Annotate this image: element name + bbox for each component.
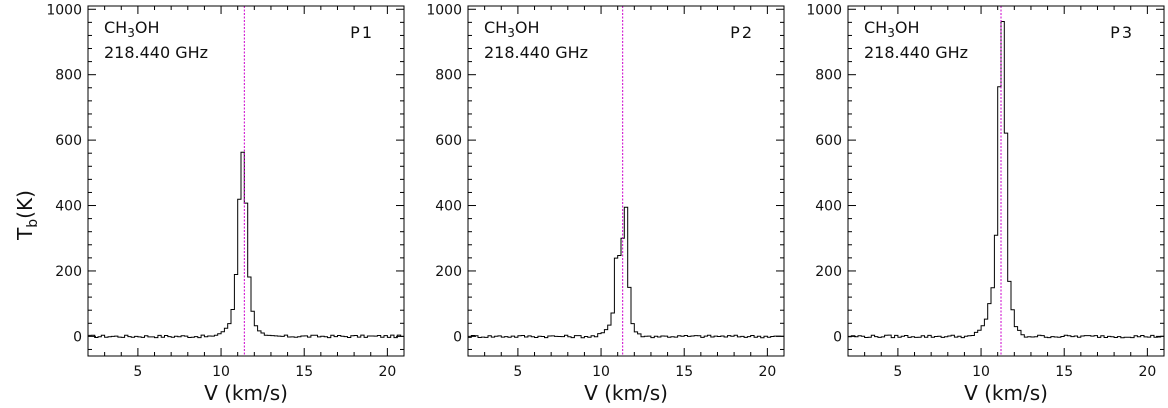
y-tick-label: 0 (833, 329, 842, 345)
y-tick-label: 200 (815, 264, 842, 280)
x-tick-label: 5 (513, 364, 522, 380)
x-tick-label: 10 (592, 364, 610, 380)
frequency-label: 218.440 GHz (864, 43, 968, 62)
x-tick-label: 5 (133, 364, 142, 380)
panel-label: P2 (730, 23, 754, 42)
x-tick-label: 15 (675, 364, 693, 380)
panel-label: P3 (1110, 23, 1134, 42)
x-tick-label: 20 (1138, 364, 1156, 380)
y-tick-label: 600 (55, 133, 82, 149)
x-tick-label: 20 (378, 364, 396, 380)
y-tick-label: 1000 (806, 2, 842, 18)
x-axis-label: V (km/s) (204, 381, 288, 405)
x-axis-label: V (km/s) (584, 381, 668, 405)
molecule-prefix: CH (864, 18, 887, 37)
y-tick-label: 600 (435, 133, 462, 149)
y-axis-label: Tb(K) (13, 190, 41, 241)
plot-frame (467, 5, 785, 357)
y-tick-label: 400 (815, 199, 842, 215)
spectrum-line (848, 21, 1164, 339)
y-tick-label: 0 (73, 329, 82, 345)
plot-frame (87, 5, 405, 357)
y-tick-label: 1000 (426, 2, 462, 18)
x-tick-label: 15 (1055, 364, 1073, 380)
y-tick-label: 800 (55, 68, 82, 84)
y-tick-label: 200 (435, 264, 462, 280)
frequency-label: 218.440 GHz (484, 43, 588, 62)
molecule-label: CH3OH (864, 18, 919, 40)
molecule-suffix: OH (895, 18, 920, 37)
molecule-subscript: 3 (507, 26, 515, 40)
y-tick-label: 600 (815, 133, 842, 149)
y-tick-label: 1000 (46, 2, 82, 18)
y-tick-label: 800 (435, 68, 462, 84)
molecule-prefix: CH (104, 18, 127, 37)
y-axis-label-unit: (K) (13, 190, 37, 219)
x-tick-label: 10 (212, 364, 230, 380)
molecule-subscript: 3 (887, 26, 895, 40)
y-axis-label-symbol: T (13, 227, 37, 241)
molecule-suffix: OH (515, 18, 540, 37)
molecule-label: CH3OH (484, 18, 539, 40)
panel-label: P1 (350, 23, 374, 42)
molecule-suffix: OH (135, 18, 160, 37)
y-tick-label: 0 (453, 329, 462, 345)
x-tick-label: 5 (893, 364, 902, 380)
y-tick-label: 200 (55, 264, 82, 280)
frequency-label: 218.440 GHz (104, 43, 208, 62)
spectrum-line (468, 206, 784, 339)
molecule-label: CH3OH (104, 18, 159, 40)
molecule-subscript: 3 (127, 26, 135, 40)
spectrum-line (88, 151, 404, 339)
y-tick-label: 400 (435, 199, 462, 215)
y-axis-label-subscript: b (25, 219, 41, 228)
y-tick-label: 800 (815, 68, 842, 84)
molecule-prefix: CH (484, 18, 507, 37)
x-tick-label: 20 (758, 364, 776, 380)
x-tick-label: 15 (295, 364, 313, 380)
plot-frame (847, 5, 1165, 357)
y-tick-label: 400 (55, 199, 82, 215)
x-tick-label: 10 (972, 364, 990, 380)
x-axis-label: V (km/s) (964, 381, 1048, 405)
